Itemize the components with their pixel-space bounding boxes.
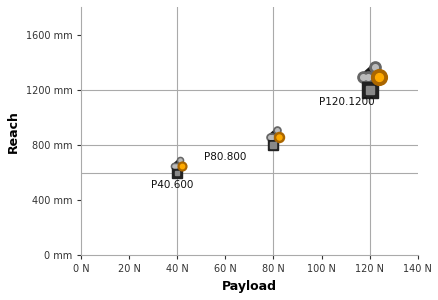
X-axis label: Payload: Payload [222, 280, 276, 293]
Y-axis label: Reach: Reach [7, 110, 20, 153]
Text: P40.600: P40.600 [151, 180, 193, 190]
Text: P120.1200: P120.1200 [318, 97, 374, 107]
Text: P80.800: P80.800 [203, 152, 246, 162]
